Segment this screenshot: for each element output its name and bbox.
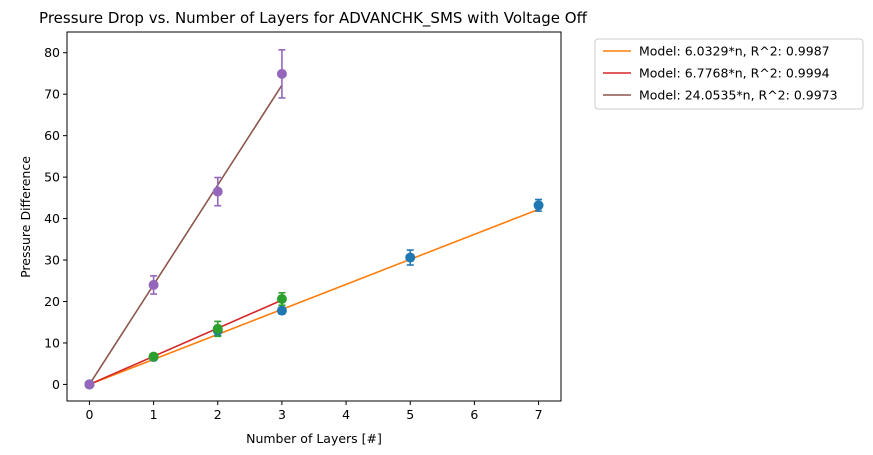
model-line-1	[89, 299, 283, 386]
data-point-0-4	[405, 252, 416, 263]
plot-area	[84, 49, 544, 390]
y-tick-label-6: 60	[44, 128, 60, 143]
model-line-2	[88, 84, 283, 385]
data-point-1-1	[148, 351, 159, 362]
x-tick-label-6: 6	[470, 407, 478, 422]
data-point-1-2	[212, 323, 223, 334]
x-tick-label-0: 0	[85, 407, 93, 422]
x-tick-label-5: 5	[406, 407, 414, 422]
x-tick-label-7: 7	[535, 407, 543, 422]
data-point-2-1	[148, 279, 159, 290]
x-axis-label: Number of Layers [#]	[246, 431, 382, 446]
data-point-0-3	[276, 305, 287, 316]
legend-label-0: Model: 6.0329*n, R^2: 0.9987	[639, 44, 830, 59]
data-point-2-2	[212, 186, 223, 197]
y-axis-label: Pressure Difference	[18, 156, 33, 278]
y-tick-label-8: 80	[44, 45, 60, 60]
legend-label-2: Model: 24.0535*n, R^2: 0.9973	[639, 88, 838, 103]
legend: Model: 6.0329*n, R^2: 0.9987 Model: 6.776…	[594, 38, 864, 110]
y-tick-label-2: 20	[44, 294, 60, 309]
legend-box	[594, 38, 864, 110]
axes-frame	[66, 31, 562, 402]
legend-label-1: Model: 6.7768*n, R^2: 0.9994	[639, 66, 830, 81]
x-tick-label-2: 2	[214, 407, 222, 422]
x-tick-label-3: 3	[278, 407, 286, 422]
y-tick-label-7: 70	[44, 87, 60, 102]
y-tick-label-0: 0	[52, 377, 60, 392]
y-tick-label-5: 50	[44, 170, 60, 185]
chart-title: Pressure Drop vs. Number of Layers for A…	[39, 9, 588, 28]
y-tick-label-4: 40	[44, 211, 60, 226]
data-point-2-3	[276, 68, 287, 79]
y-tick-label-1: 10	[44, 335, 60, 350]
data-point-0-5	[533, 200, 544, 211]
data-point-2-0	[84, 379, 95, 390]
model-line-0	[89, 208, 539, 386]
x-tick-label-4: 4	[342, 407, 350, 422]
y-tick-label-3: 30	[44, 253, 60, 268]
x-tick-label-1: 1	[150, 407, 158, 422]
data-point-1-3	[276, 294, 287, 305]
